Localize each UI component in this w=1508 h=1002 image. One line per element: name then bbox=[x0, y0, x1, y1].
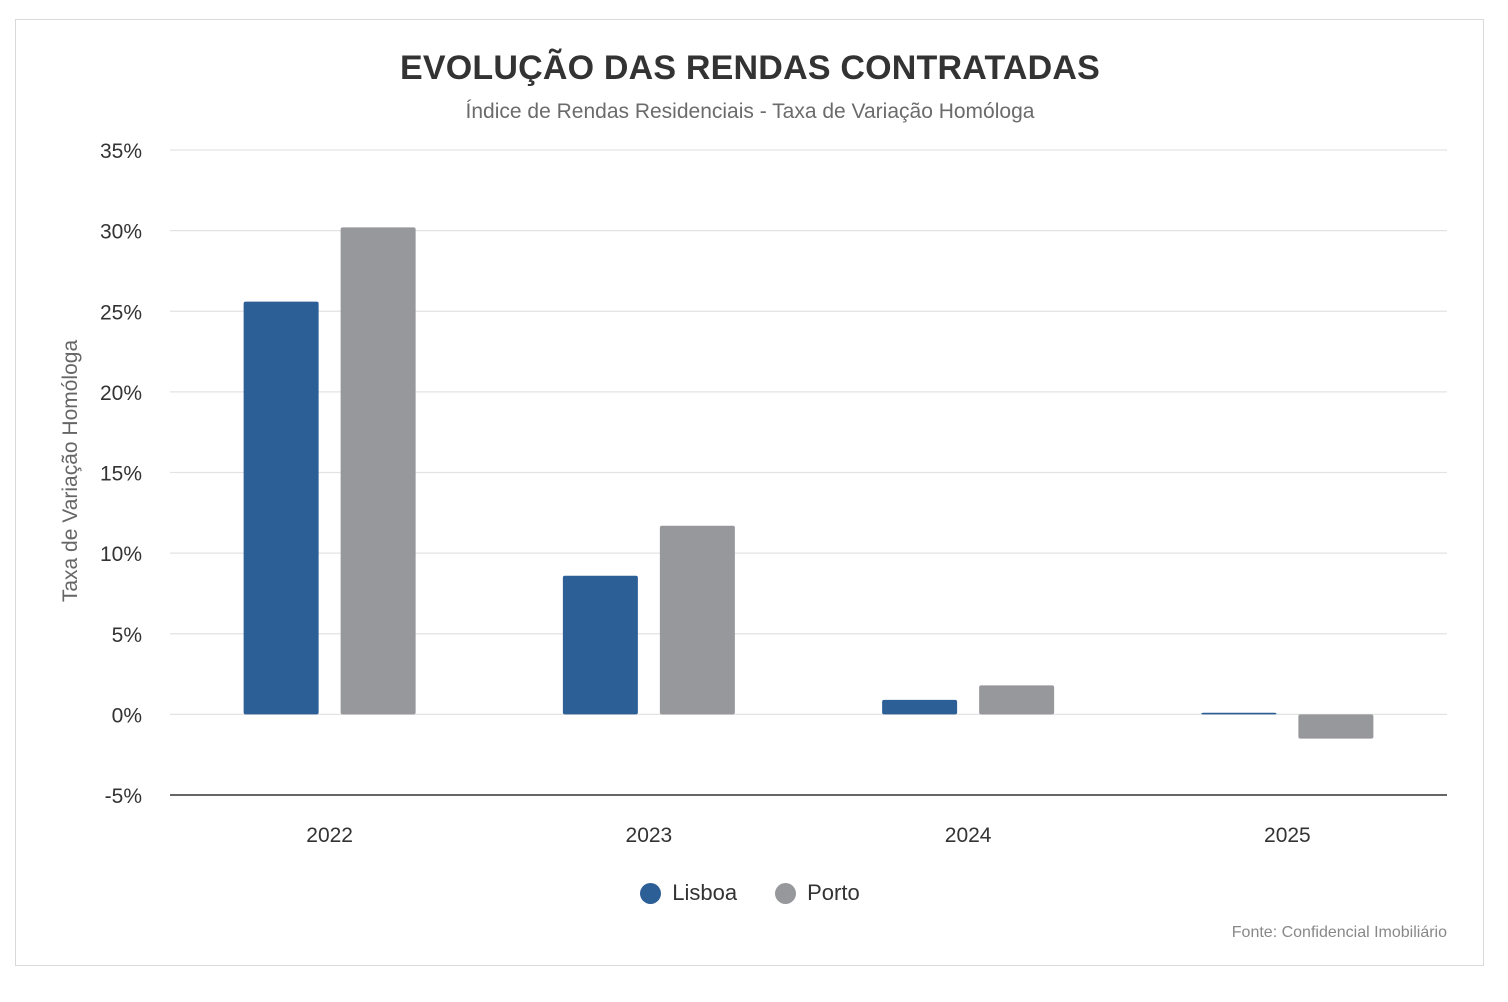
legend: Lisboa Porto bbox=[0, 880, 1500, 906]
y-tick-label: 15% bbox=[100, 463, 142, 486]
bar-lisboa-2024 bbox=[882, 699, 958, 715]
y-tick-label: -5% bbox=[105, 785, 142, 808]
y-tick-label: 10% bbox=[100, 543, 142, 566]
y-tick-label: 25% bbox=[100, 301, 142, 324]
bar-porto-2022 bbox=[340, 227, 416, 715]
chart-subtitle: Índice de Rendas Residenciais - Taxa de … bbox=[465, 100, 1035, 123]
source-note: Fonte: Confidencial Imobiliário bbox=[1231, 924, 1447, 941]
y-tick-label: 30% bbox=[100, 221, 142, 244]
bar-porto-2025 bbox=[1298, 714, 1374, 739]
chart-title: EVOLUÇÃO DAS RENDAS CONTRATADAS bbox=[399, 49, 1101, 87]
legend-item-porto[interactable]: Porto bbox=[775, 880, 860, 906]
legend-swatch-lisboa bbox=[640, 882, 662, 904]
legend-item-lisboa[interactable]: Lisboa bbox=[640, 880, 737, 906]
bar-porto-2024 bbox=[979, 685, 1055, 715]
bar-lisboa-2022 bbox=[243, 301, 319, 715]
bar-lisboa-2023 bbox=[562, 575, 638, 715]
legend-swatch-porto bbox=[775, 882, 797, 904]
bar-porto-2023 bbox=[659, 525, 735, 715]
x-tick-label: 2025 bbox=[1264, 824, 1311, 847]
y-tick-label: 5% bbox=[112, 624, 142, 647]
y-tick-label: 20% bbox=[100, 382, 142, 405]
legend-label-porto: Porto bbox=[807, 880, 860, 905]
x-tick-label: 2022 bbox=[306, 824, 353, 847]
x-tick-label: 2023 bbox=[626, 824, 673, 847]
bar-lisboa-2025 bbox=[1201, 712, 1277, 715]
y-tick-label: 0% bbox=[112, 704, 142, 727]
legend-label-lisboa: Lisboa bbox=[672, 880, 738, 905]
x-tick-label: 2024 bbox=[945, 824, 992, 847]
y-tick-label: 35% bbox=[100, 140, 142, 163]
